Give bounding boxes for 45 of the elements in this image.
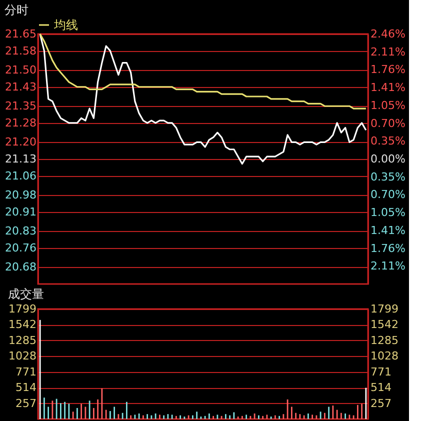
- y-tick-label: 21.28: [5, 116, 36, 130]
- y-tick-label: 20.68: [5, 260, 36, 274]
- y-tick-label: 771: [16, 365, 36, 378]
- y-tick-label: 21.65: [5, 28, 36, 40]
- y2-tick-label: 1.05%: [370, 99, 406, 112]
- y-tick-label: 20.98: [5, 188, 36, 202]
- y-tick-label: 21.20: [5, 136, 36, 149]
- y-tick-label: 1799: [8, 302, 36, 316]
- y-tick-label: 21.43: [5, 80, 36, 94]
- y-tick-label: 20.91: [5, 205, 36, 218]
- y2-tick-label: 0.70%: [370, 188, 406, 202]
- y-tick-label: 1542: [8, 318, 36, 332]
- y-tick-label: 21.35: [5, 100, 36, 113]
- y-tick-label: 514: [16, 381, 36, 394]
- y-tick-label: 21.50: [5, 64, 36, 77]
- y2-tick-label: 1799: [370, 302, 398, 316]
- y2-tick-label: 1.41%: [370, 80, 406, 94]
- y2-tick-label: 1542: [370, 318, 398, 332]
- y2-tick-label: 0.35%: [370, 170, 406, 184]
- y-tick-label: 20.76: [5, 241, 36, 254]
- y2-tick-label: 1285: [370, 334, 398, 347]
- y2-tick-label: 1.05%: [370, 206, 406, 219]
- y2-tick-label: 1028: [370, 350, 398, 363]
- chart-title: 成交量: [8, 287, 44, 301]
- y2-tick-label: 257: [370, 396, 392, 410]
- y-tick-label: 1285: [8, 334, 36, 347]
- y2-tick-label: 0.70%: [370, 116, 406, 130]
- y2-tick-label: 2.11%: [370, 260, 406, 273]
- y2-tick-label: 2.11%: [370, 45, 406, 58]
- y2-tick-label: 2.46%: [370, 28, 406, 40]
- y2-tick-label: 1.76%: [370, 242, 406, 255]
- y-tick-label: 257: [16, 396, 36, 410]
- y-tick-label: 21.58: [5, 44, 36, 58]
- y2-tick-label: 1.76%: [370, 63, 406, 76]
- y2-tick-label: 514: [370, 381, 392, 394]
- y-tick-label: 20.83: [5, 224, 36, 238]
- series-label: 均线: [53, 18, 78, 32]
- y2-tick-label: 771: [370, 365, 392, 378]
- chart-title: 分时: [4, 3, 29, 17]
- y-tick-label: 21.06: [5, 169, 36, 182]
- y2-tick-label: 0.35%: [370, 134, 406, 148]
- y-tick-label: 21.13: [5, 152, 36, 166]
- y-tick-label: 1028: [8, 350, 36, 363]
- y2-tick-label: 1.41%: [370, 224, 406, 238]
- y2-tick-label: 0.00%: [370, 152, 406, 166]
